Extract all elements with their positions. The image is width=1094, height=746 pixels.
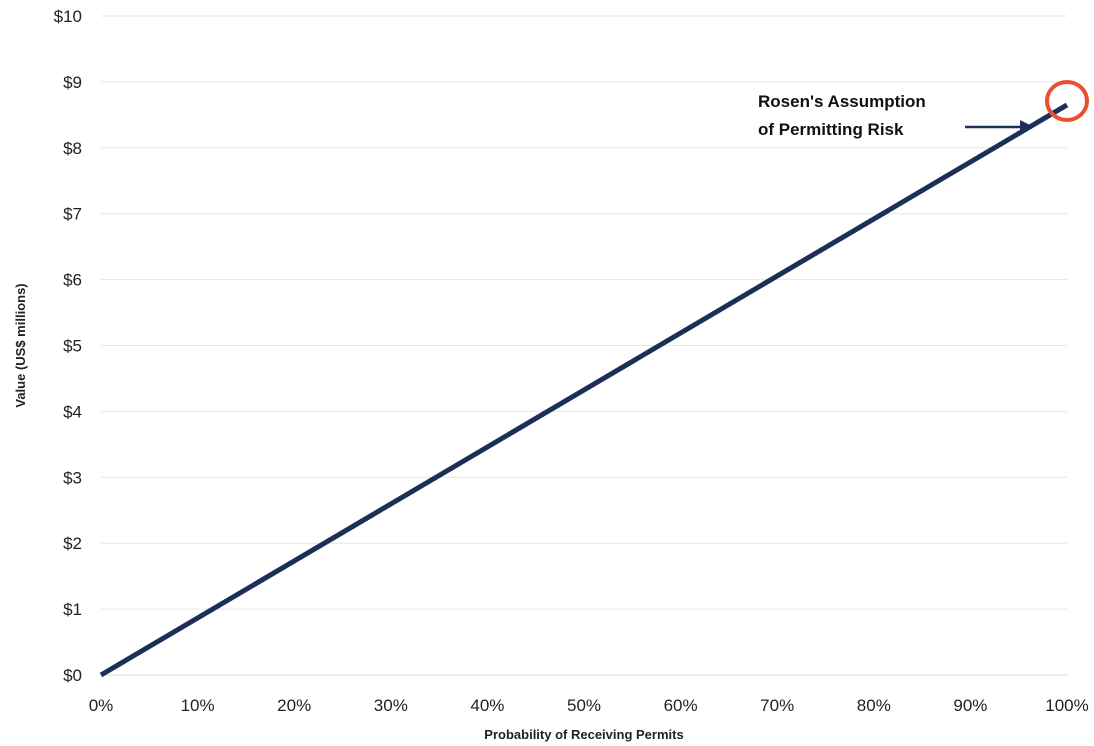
x-tick-label: 10%: [181, 696, 215, 715]
y-axis-title: Value (US$ millions): [13, 283, 28, 407]
x-tick-label: 90%: [953, 696, 987, 715]
x-tick-label: 50%: [567, 696, 601, 715]
y-tick-label: $1: [63, 600, 82, 619]
x-tick-label: 40%: [470, 696, 504, 715]
x-tick-label: 30%: [374, 696, 408, 715]
annotation-highlight-circle: [1045, 79, 1089, 122]
x-tick-label: 80%: [857, 696, 891, 715]
annotation-arrowhead: [1020, 120, 1034, 134]
x-tick-label: 100%: [1045, 696, 1088, 715]
x-tick-label: 0%: [89, 696, 114, 715]
y-tick-label: $6: [63, 271, 82, 290]
y-tick-label: $4: [63, 402, 82, 421]
series-line: [99, 102, 1069, 678]
series-layer: [99, 102, 1069, 678]
y-tick-label: $8: [63, 139, 82, 158]
y-tick-label: $9: [63, 73, 82, 92]
y-tick-label: $7: [63, 205, 82, 224]
annotation-text-line-1: Rosen's Assumption: [758, 92, 926, 111]
y-tick-label: $2: [63, 534, 82, 553]
annotation: Rosen's Assumption of Permitting Risk: [758, 79, 1089, 139]
y-axis-tick-labels: $0 $1 $2 $3 $4 $5 $6 $7 $8 $9 $10: [54, 7, 82, 685]
y-tick-label: $0: [63, 666, 82, 685]
y-tick-label: $10: [54, 7, 82, 26]
x-axis-tick-labels: 0% 10% 20% 30% 40% 50% 60% 70% 80% 90% 100%: [89, 696, 1089, 715]
x-tick-label: 20%: [277, 696, 311, 715]
y-tick-label: $3: [63, 468, 82, 487]
y-tick-label: $5: [63, 337, 82, 356]
annotation-text-line-2: of Permitting Risk: [758, 120, 904, 139]
x-axis-title: Probability of Receiving Permits: [484, 727, 683, 742]
gridlines: [101, 15, 1067, 610]
x-tick-label: 70%: [760, 696, 794, 715]
x-tick-label: 60%: [664, 696, 698, 715]
